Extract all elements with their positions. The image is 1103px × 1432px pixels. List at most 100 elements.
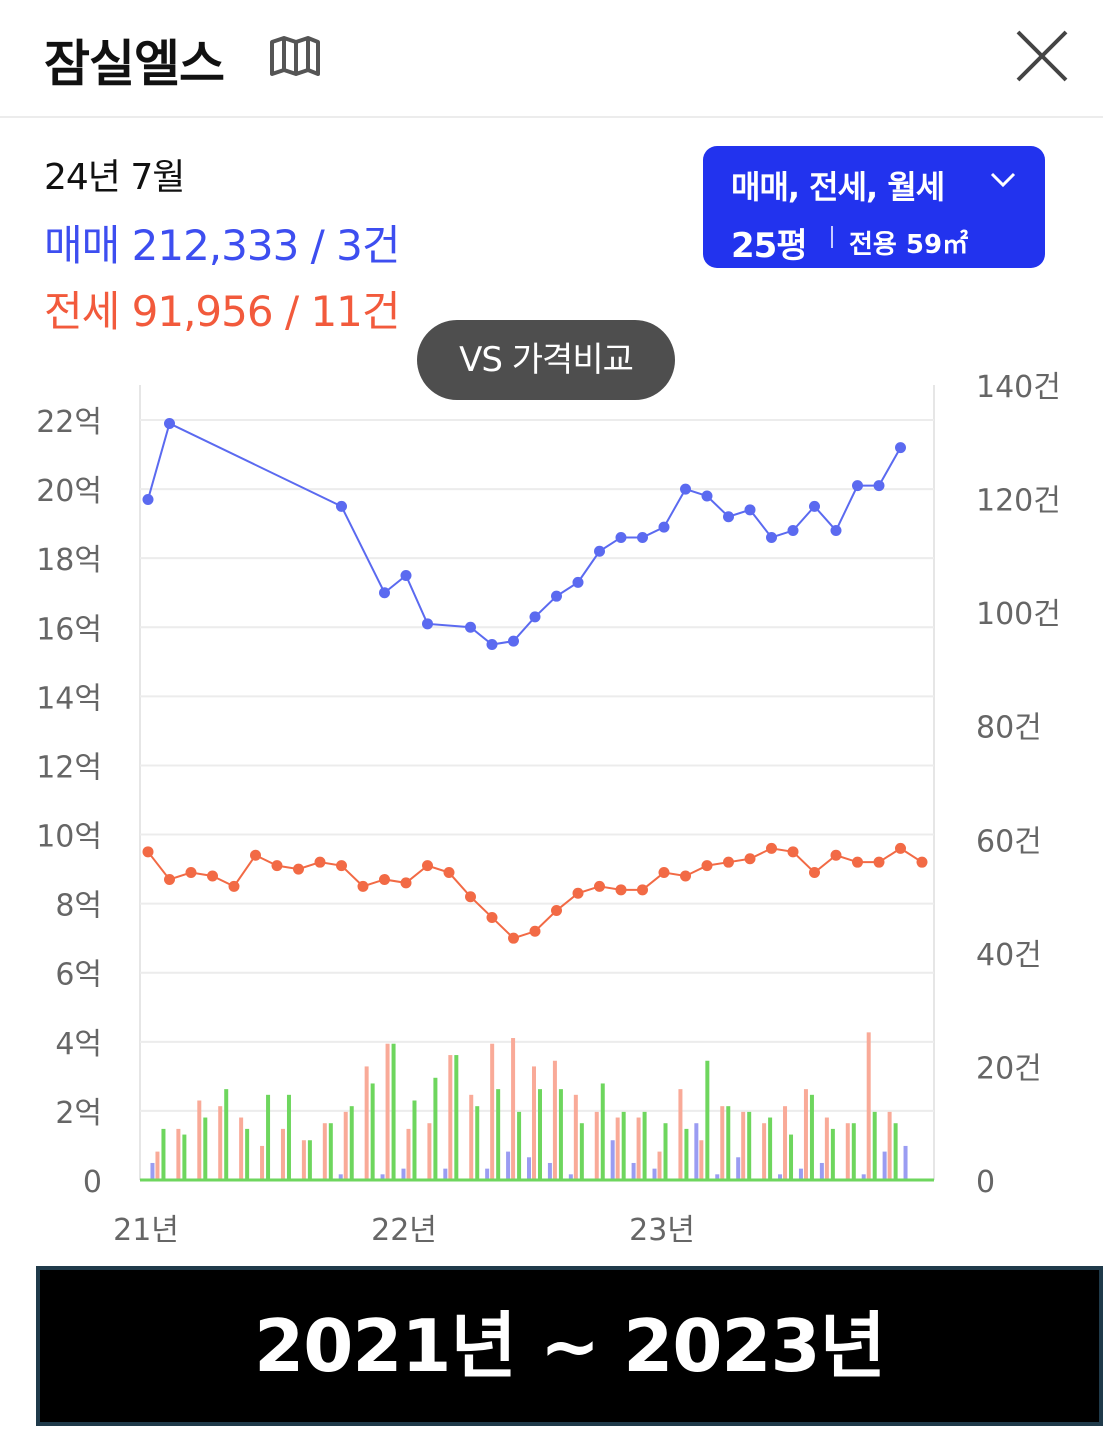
sale-volume-bar <box>694 1123 699 1180</box>
sale-price-point <box>379 587 390 599</box>
wolse-volume-bar <box>370 1083 375 1180</box>
x-tick-label: 23년 <box>629 1213 695 1248</box>
sale-price-point <box>422 618 433 630</box>
sale-volume-bar <box>568 1174 573 1180</box>
y-left-tick-label: 0 <box>83 1165 102 1200</box>
jeonse-volume-bar <box>176 1128 181 1180</box>
wolse-volume-bar <box>830 1128 835 1180</box>
jeonse-price-point <box>379 873 390 885</box>
wolse-volume-bar <box>558 1089 563 1180</box>
jeonse-price-point <box>486 911 498 923</box>
y-right-tick-label: 100건 <box>976 597 1061 632</box>
sale-price-point <box>400 569 412 581</box>
header: 잠실엘스 <box>0 0 1103 118</box>
jeonse-volume-bar <box>469 1094 474 1180</box>
wolse-volume-bar <box>245 1128 250 1180</box>
wolse-volume-bar <box>224 1089 229 1180</box>
sale-price-point <box>594 545 605 557</box>
wolse-volume-bar <box>182 1134 187 1180</box>
x-tick-label: 21년 <box>113 1213 179 1248</box>
sale-volume-bar <box>882 1151 887 1180</box>
y-right-tick-label: 40건 <box>976 938 1042 973</box>
jeonse-price-point <box>508 932 519 944</box>
jeonse-volume-bar <box>783 1106 788 1180</box>
y-right-tick-label: 120건 <box>976 484 1061 519</box>
sale-volume-bar <box>861 1174 866 1180</box>
jeonse-volume-bar <box>301 1140 306 1180</box>
wolse-volume-bar <box>768 1117 773 1180</box>
sale-volume-bar <box>610 1140 615 1180</box>
sale-price-point <box>873 480 885 492</box>
wolse-volume-bar <box>747 1111 752 1180</box>
jeonse-price-point <box>271 860 283 872</box>
y-left-tick-label: 6억 <box>55 958 102 993</box>
jeonse-volume-bar <box>824 1117 829 1180</box>
map-icon[interactable] <box>268 34 322 80</box>
jeonse-price-point <box>637 884 648 896</box>
jeonse-price-point <box>658 867 670 879</box>
sale-volume-bar <box>380 1174 385 1180</box>
jeonse-price-point <box>293 863 304 875</box>
jeonse-price-point <box>164 873 175 885</box>
size-label: 25평 <box>731 226 808 266</box>
sale-price-point <box>701 490 713 502</box>
sale-summary: 매매 212,333 / 3건 <box>44 221 401 270</box>
wolse-volume-bar <box>621 1111 626 1180</box>
jeonse-volume-bar <box>260 1145 265 1180</box>
deal-filter-button[interactable]: 매매, 전세, 월세 25평 전용 59㎡ <box>703 146 1045 268</box>
sale-price-point <box>809 500 820 512</box>
jeonse-price-point <box>723 856 734 868</box>
wolse-volume-bar <box>203 1117 208 1180</box>
wolse-volume-bar <box>496 1089 501 1180</box>
sale-price-point <box>465 621 476 633</box>
jeonse-price-point <box>615 884 627 896</box>
wolse-volume-bar <box>872 1111 877 1180</box>
sale-volume-bar <box>150 1162 155 1180</box>
sale-price-point <box>766 531 777 543</box>
sale-volume-bar <box>903 1145 908 1180</box>
jeonse-volume-bar <box>699 1140 704 1180</box>
jeonse-volume-bar <box>239 1117 244 1180</box>
jeonse-volume-bar <box>552 1060 557 1180</box>
jeonse-price-point <box>916 856 928 868</box>
jeonse-price-point <box>314 856 326 868</box>
wolse-volume-bar <box>391 1043 396 1180</box>
jeonse-volume-bar <box>741 1111 746 1180</box>
sale-price-point <box>787 525 799 537</box>
jeonse-volume-bar <box>803 1089 808 1180</box>
sale-volume-bar <box>778 1174 783 1180</box>
sale-price-point <box>895 442 906 454</box>
sale-volume-bar <box>485 1168 490 1180</box>
jeonse-volume-bar <box>615 1117 620 1180</box>
sale-volume-bar <box>443 1168 448 1180</box>
sale-price-point <box>658 521 670 533</box>
deal-types-label: 매매, 전세, 월세 <box>731 168 945 206</box>
jeonse-volume-bar <box>762 1123 767 1180</box>
sale-price-point <box>336 500 347 512</box>
y-left-tick-label: 12억 <box>36 750 102 785</box>
y-left-tick-label: 18억 <box>36 543 102 578</box>
sale-volume-bar <box>527 1157 531 1180</box>
wolse-volume-bar <box>412 1100 417 1180</box>
area-label: 전용 59㎡ <box>849 230 969 260</box>
wolse-volume-bar <box>286 1094 291 1180</box>
jeonse-price-point <box>744 853 756 865</box>
jeonse-volume-bar <box>218 1106 223 1180</box>
jeonse-price-point <box>529 925 541 937</box>
wolse-volume-bar <box>809 1094 814 1180</box>
price-compare-button[interactable]: VS 가격비교 <box>417 320 675 400</box>
sale-volume-bar <box>798 1168 803 1180</box>
jeonse-price-point <box>443 867 455 879</box>
jeonse-volume-bar <box>532 1066 536 1180</box>
y-right-tick-label: 20건 <box>976 1051 1042 1086</box>
wolse-volume-bar <box>893 1123 898 1180</box>
jeonse-volume-bar <box>490 1043 495 1180</box>
jeonse-price-point <box>852 856 863 868</box>
jeonse-price-point <box>422 860 433 872</box>
wolse-volume-bar <box>161 1128 166 1180</box>
sale-price-point <box>142 493 154 505</box>
wolse-volume-bar <box>433 1077 438 1180</box>
sale-price-point <box>551 590 562 602</box>
close-icon[interactable] <box>1010 24 1074 88</box>
period-banner: 2021년 ~ 2023년 <box>36 1266 1103 1426</box>
